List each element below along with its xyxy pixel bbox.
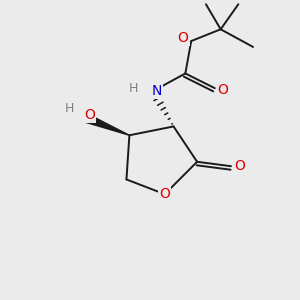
Text: O: O [234,159,245,173]
Text: H: H [64,102,74,115]
Text: O: O [178,31,188,45]
Text: O: O [84,108,95,122]
Text: O: O [218,82,229,97]
Text: H: H [129,82,139,95]
Polygon shape [84,113,129,135]
Text: O: O [159,187,170,201]
Text: N: N [151,84,162,98]
